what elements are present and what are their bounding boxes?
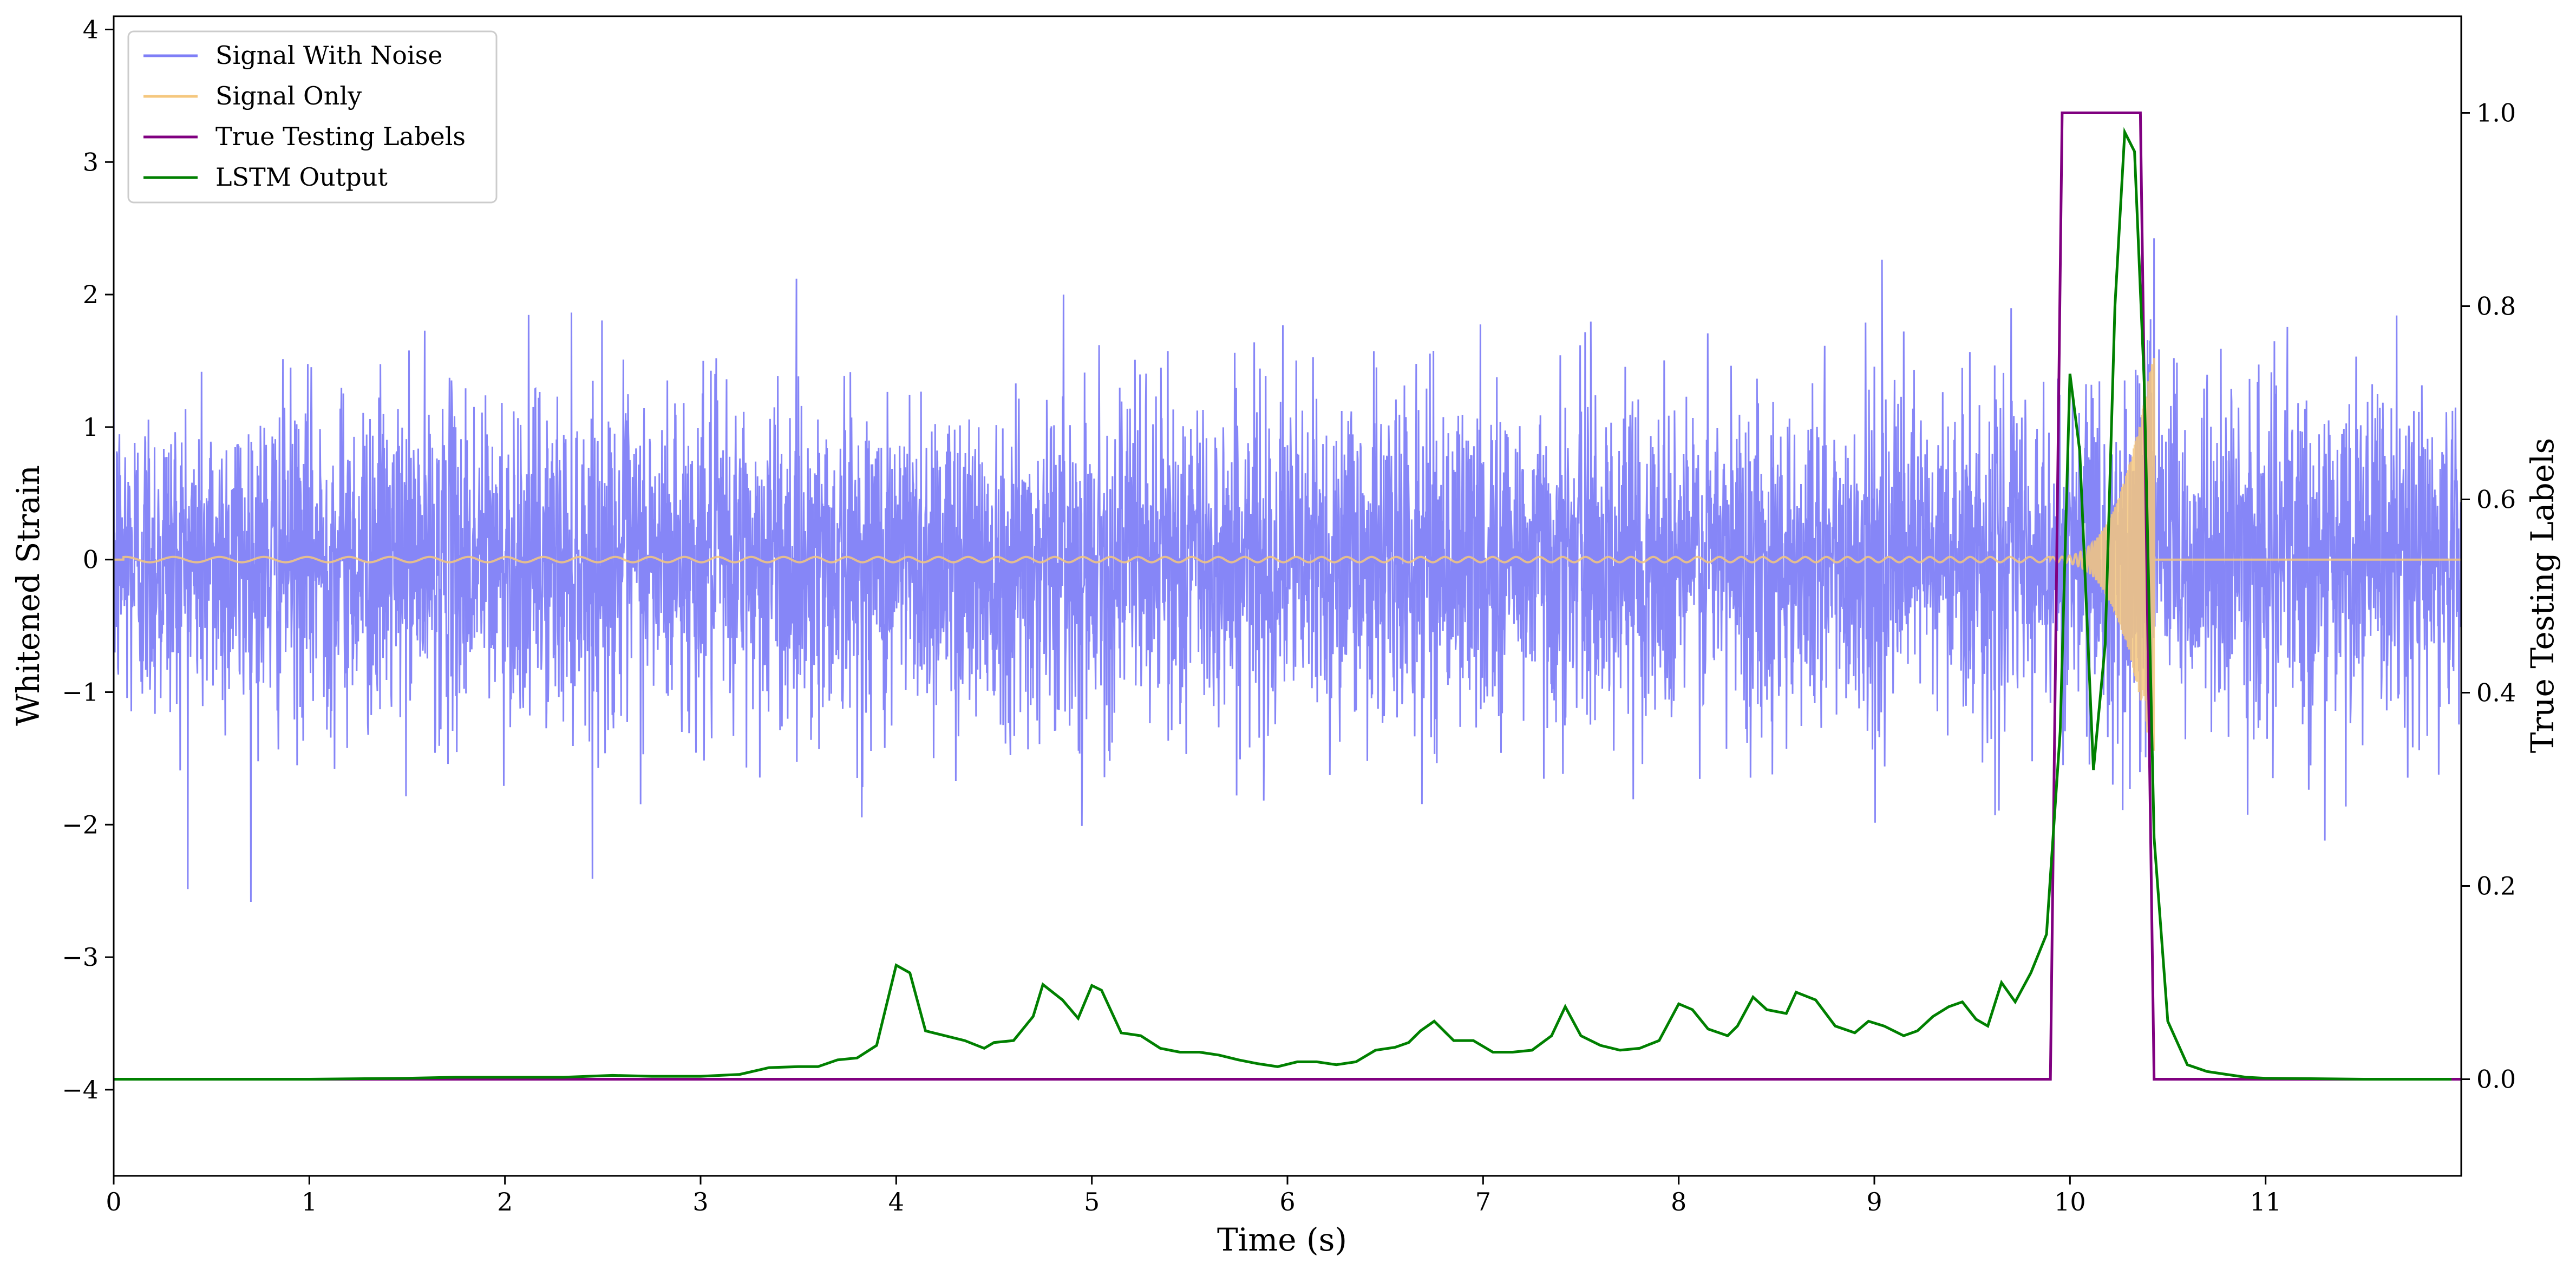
y2-tick-label: 0.2 (2476, 872, 2516, 901)
x-tick-label: 2 (497, 1187, 513, 1216)
y-tick-label: 0 (83, 545, 99, 574)
y-tick-label: 1 (83, 413, 99, 442)
y-tick-label: 4 (83, 15, 99, 44)
y-tick-label: −2 (62, 810, 99, 839)
x-axis-label: Time (s) (1217, 1221, 1347, 1258)
x-tick-label: 5 (1084, 1187, 1100, 1216)
y-axis-left: −4 −3 −2 −1 0 1 2 3 4 (62, 15, 114, 1104)
y-tick-label: 3 (83, 147, 99, 176)
series-signal-with-noise-line (114, 238, 2461, 902)
series-true-testing-labels-line (114, 112, 2461, 1081)
x-tick-label: 4 (888, 1187, 904, 1216)
y2-tick-label: 1.0 (2476, 99, 2516, 128)
y2-tick-label: 0.4 (2476, 678, 2516, 708)
series-signal-only-line (114, 358, 2461, 757)
x-tick-label: 9 (1866, 1187, 1882, 1216)
x-tick-label: 6 (1279, 1187, 1295, 1216)
x-tick-label: 7 (1475, 1187, 1491, 1216)
legend: Signal With Noise Signal Only True Testi… (127, 30, 498, 204)
x-tick-label: 1 (302, 1187, 317, 1216)
legend-label-signal-with-noise: Signal With Noise (215, 41, 442, 70)
legend-label-true-testing-labels: True Testing Labels (215, 122, 466, 151)
plot-area (114, 112, 2461, 1081)
legend-label-signal-only: Signal Only (215, 81, 362, 110)
x-tick-label: 8 (1671, 1187, 1686, 1216)
x-tick-label: 11 (2250, 1187, 2281, 1216)
y2-axis-label: True Testing Labels (2524, 438, 2561, 753)
legend-label-lstm-output: LSTM Output (215, 162, 388, 192)
legend-box (127, 30, 498, 204)
y2-tick-label: 0.8 (2476, 292, 2516, 321)
y2-tick-label: 0.0 (2476, 1065, 2516, 1094)
x-tick-label: 10 (2054, 1187, 2086, 1216)
y-tick-label: −4 (62, 1075, 99, 1104)
y-axis-label: Whitened Strain (10, 465, 47, 726)
y-tick-label: −3 (62, 943, 99, 972)
y-tick-label: −1 (62, 677, 99, 706)
series-lstm-output-line (114, 127, 2451, 1081)
y-tick-label: 2 (83, 280, 99, 309)
y2-tick-label: 0.6 (2476, 485, 2516, 514)
x-axis: 0 1 2 3 4 5 6 7 8 9 10 11 (106, 1176, 2281, 1216)
x-tick-label: 0 (106, 1187, 121, 1216)
y-axis-right: 0.0 0.2 0.4 0.6 0.8 1.0 (2461, 99, 2516, 1094)
x-tick-label: 3 (692, 1187, 708, 1216)
